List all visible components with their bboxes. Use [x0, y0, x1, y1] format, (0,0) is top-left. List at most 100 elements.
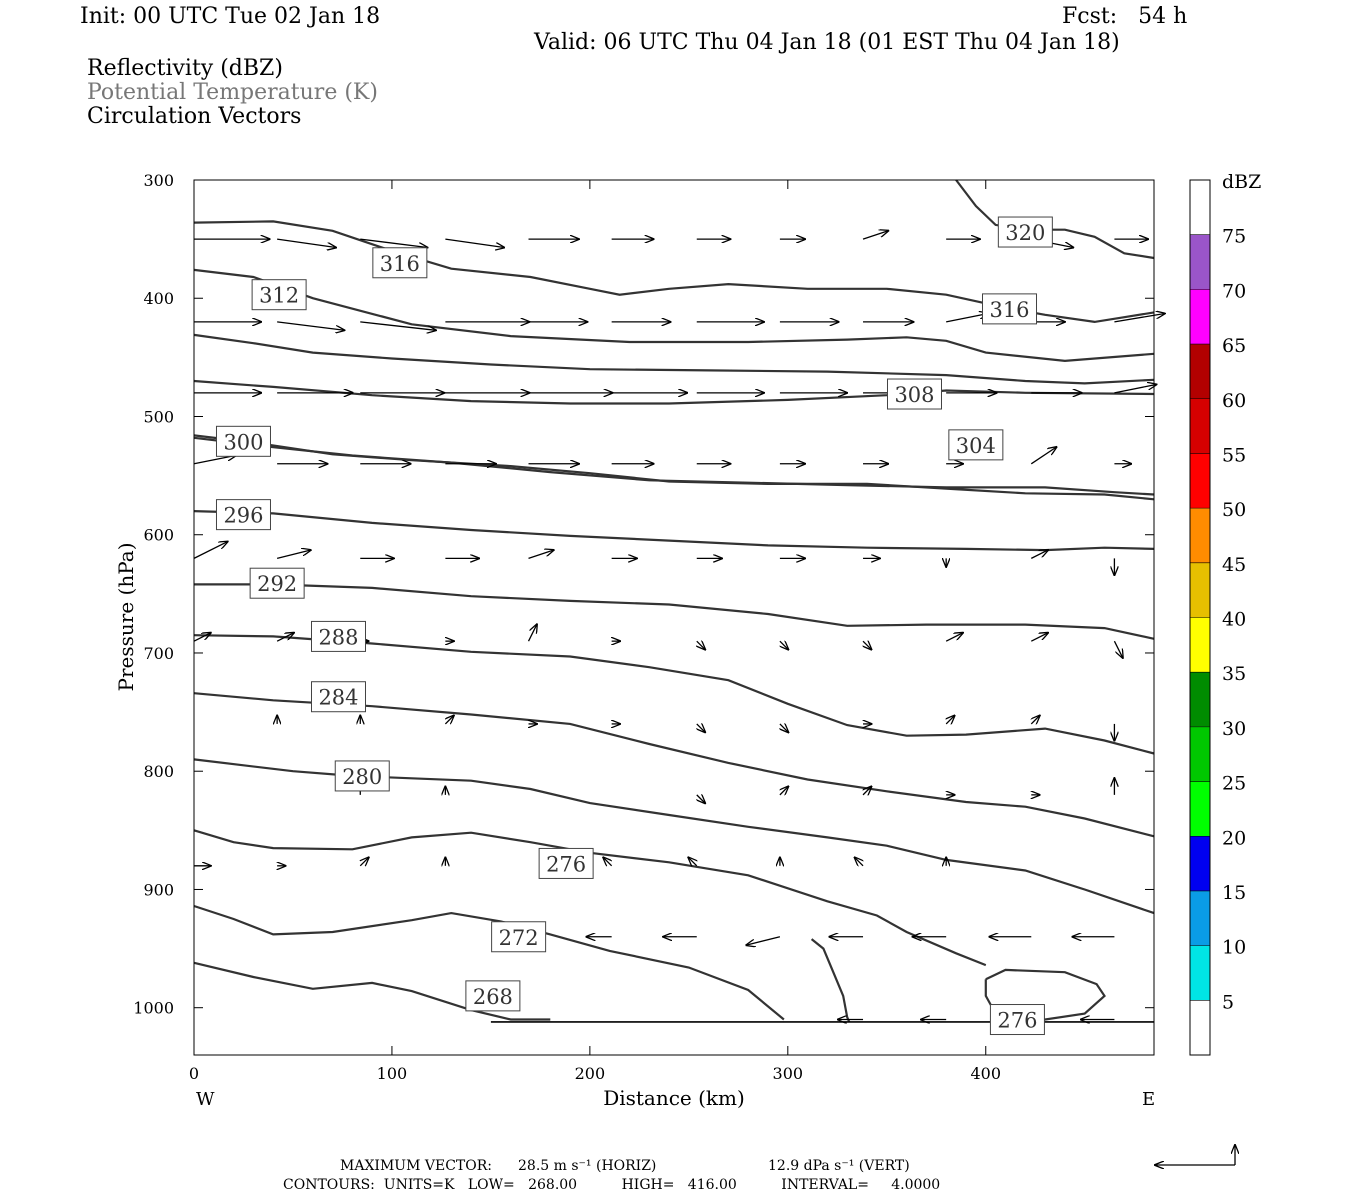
contour-label: 316 — [380, 252, 420, 276]
colorbar-bin — [1190, 234, 1210, 290]
circulation-vector — [1113, 640, 1122, 658]
contour-label: 276 — [997, 1009, 1037, 1033]
max-vector-horiz: 28.5 m s⁻¹ (HORIZ) — [518, 1158, 657, 1174]
y-tick-label: 900 — [143, 880, 174, 899]
colorbar-bin — [1190, 836, 1210, 891]
contour-line — [193, 692, 1155, 838]
colorbar-bin — [1190, 562, 1210, 618]
circulation-vector — [1031, 716, 1039, 724]
circulation-vector — [1030, 633, 1048, 642]
colorbar-level-label: 55 — [1222, 444, 1246, 466]
y-tick-label: 800 — [143, 762, 174, 781]
y-tick-label: 700 — [143, 644, 174, 663]
contour-label-box — [491, 921, 547, 953]
contour-line — [193, 961, 551, 1021]
contour-label-box — [251, 279, 307, 311]
field-reflectivity: Reflectivity (dBZ) — [87, 56, 283, 81]
plot-frame — [193, 179, 1155, 1056]
field-potential-temperature: Potential Temperature (K) — [87, 80, 378, 105]
circulation-vector — [946, 313, 988, 323]
colorbar-level-label: 45 — [1222, 554, 1246, 576]
contour-label: 288 — [318, 625, 358, 649]
max-vector-vert: 12.9 dPa s⁻¹ (VERT) — [768, 1158, 910, 1174]
colorbar-bin — [1190, 1000, 1210, 1055]
circulation-vector — [193, 542, 228, 559]
colorbar-title: dBZ — [1222, 171, 1261, 193]
contour-line — [193, 268, 1155, 363]
circulation-vector — [688, 857, 696, 865]
contour-label-box — [334, 760, 390, 792]
colorbar-bin — [1190, 453, 1210, 509]
circulation-vector — [277, 321, 344, 330]
y-tick-label: 1000 — [133, 999, 174, 1018]
contour-label-box — [215, 425, 271, 457]
contour-label-box — [886, 378, 942, 410]
colorbar-level-label: 35 — [1222, 663, 1246, 685]
init-time: Init: 00 UTC Tue 02 Jan 18 — [80, 4, 381, 29]
contour-label: 268 — [473, 985, 513, 1009]
valid-time: Valid: 06 UTC Thu 04 Jan 18 (01 EST Thu … — [534, 30, 1120, 55]
contour-line — [193, 333, 1155, 385]
contour-label: 292 — [257, 572, 297, 596]
contour-label: 272 — [499, 926, 539, 950]
colorbar-bin — [1190, 398, 1210, 454]
colorbar-level-label: 75 — [1222, 226, 1246, 248]
circulation-vector — [360, 321, 436, 330]
circulation-vector — [1114, 384, 1156, 394]
contour-label: 316 — [989, 298, 1029, 322]
circulation-vector — [445, 238, 504, 247]
contour-label-box — [989, 1004, 1045, 1036]
contour-label: 308 — [894, 383, 934, 407]
x-west-label: W — [196, 1089, 215, 1110]
colorbar-level-label: 50 — [1222, 499, 1246, 521]
colorbar-level-label: 70 — [1222, 280, 1246, 302]
circulation-vector — [780, 786, 788, 794]
colorbar-bin — [1190, 617, 1210, 673]
colorbar-level-label: 60 — [1222, 390, 1246, 412]
circulation-vector — [697, 795, 705, 803]
circulation-vector — [603, 857, 611, 865]
colorbar-bin — [1190, 781, 1210, 837]
colorbar-level-label: 30 — [1222, 718, 1246, 740]
circulation-vector — [863, 786, 871, 794]
x-tick-label: 400 — [970, 1064, 1001, 1083]
contour-line — [193, 634, 1155, 755]
contour-line — [955, 179, 1155, 260]
circulation-vector — [862, 231, 888, 240]
contour-label: 304 — [956, 434, 996, 458]
colorbar-bin — [1190, 344, 1210, 399]
contour-line — [810, 938, 851, 1023]
circulation-vector — [863, 641, 871, 649]
max-vector-label: MAXIMUM VECTOR: — [340, 1158, 492, 1174]
colorbar-bin — [1190, 508, 1210, 563]
x-tick-label: 200 — [575, 1064, 606, 1083]
colorbar-bin — [1190, 726, 1210, 782]
contour-label: 296 — [223, 504, 263, 528]
x-axis-label: Distance (km) — [603, 1086, 745, 1110]
contour-label-box — [310, 620, 366, 652]
circulation-vector — [780, 641, 788, 649]
colorbar-level-label: 20 — [1222, 827, 1246, 849]
contour-label-box — [372, 247, 428, 279]
y-tick-label: 300 — [143, 171, 174, 190]
circulation-vector — [1030, 550, 1048, 559]
reference-vector-icon — [1155, 1145, 1235, 1165]
contour-line — [193, 904, 785, 1021]
contour-label: 280 — [342, 765, 382, 789]
circulation-vector — [746, 936, 781, 945]
y-tick-label: 500 — [143, 407, 174, 426]
colorbar-bin — [1190, 289, 1210, 345]
contour-line — [193, 510, 1155, 552]
field-circulation-vectors: Circulation Vectors — [87, 104, 302, 129]
colorbar-level-label: 15 — [1222, 882, 1246, 904]
colorbar-level-label: 5 — [1222, 991, 1234, 1013]
colorbar-bin — [1190, 672, 1210, 727]
circulation-vector — [1114, 313, 1164, 323]
colorbar-level-label: 65 — [1222, 335, 1246, 357]
contour-label-box — [997, 216, 1053, 248]
contour-label-box — [538, 847, 594, 879]
contour-label-box — [982, 293, 1038, 325]
circulation-vector — [855, 857, 863, 865]
y-axis-label: Pressure (hPa) — [114, 543, 138, 692]
contour-info: CONTOURS: UNITS=K LOW= 268.00 HIGH= 416.… — [283, 1177, 941, 1193]
